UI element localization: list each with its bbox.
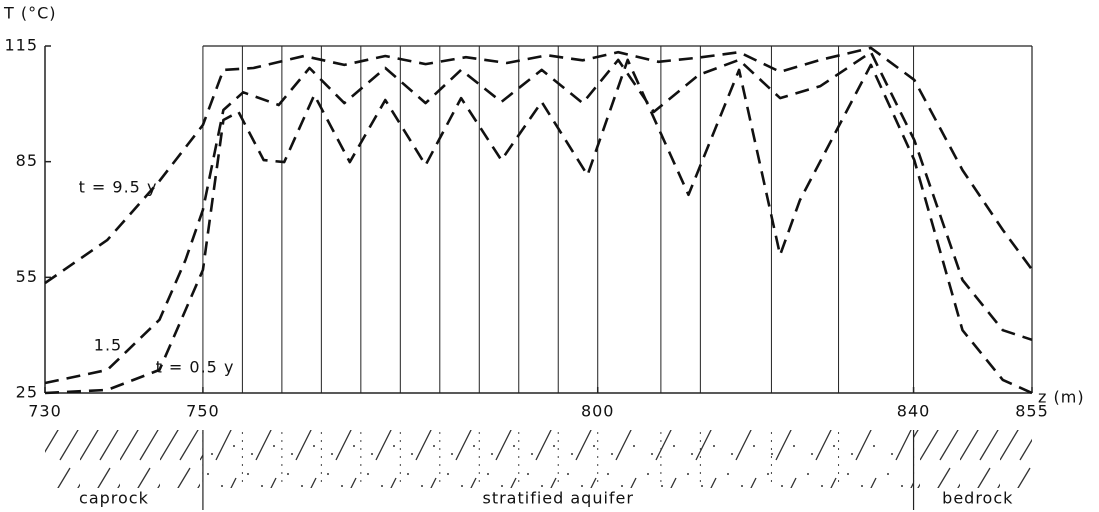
y-tick-label: 55 (16, 267, 38, 286)
x-tick-label: 840 (897, 402, 931, 421)
caprock-hatch (45, 430, 203, 488)
temperature-curve (44, 50, 1033, 385)
curve-annotation: 1.5 (94, 336, 122, 355)
x-tick-label: 855 (1015, 402, 1049, 421)
x-axis-label: z (m) (1038, 388, 1085, 407)
curve-annotation: t = 9.5 y (79, 178, 158, 197)
bedrock-hatch (913, 430, 1032, 488)
temperature-curve (44, 46, 1034, 285)
y-tick-label: 115 (4, 36, 38, 55)
x-tick-label: 800 (581, 402, 615, 421)
x-tick-label: 750 (186, 402, 220, 421)
aquifer-hatch (202, 430, 914, 488)
temperature-curve (44, 58, 1033, 395)
x-tick-label: 730 (28, 402, 62, 421)
y-tick-label: 85 (16, 151, 38, 170)
y-tick-label: 25 (16, 383, 38, 402)
strata-label: bedrock (942, 489, 1013, 508)
y-axis-label: T (°C) (3, 4, 57, 23)
strata-label: stratified aquifer (482, 489, 633, 508)
strata-label: caprock (79, 489, 149, 508)
curve-annotation: t = 0.5 y (156, 358, 235, 377)
